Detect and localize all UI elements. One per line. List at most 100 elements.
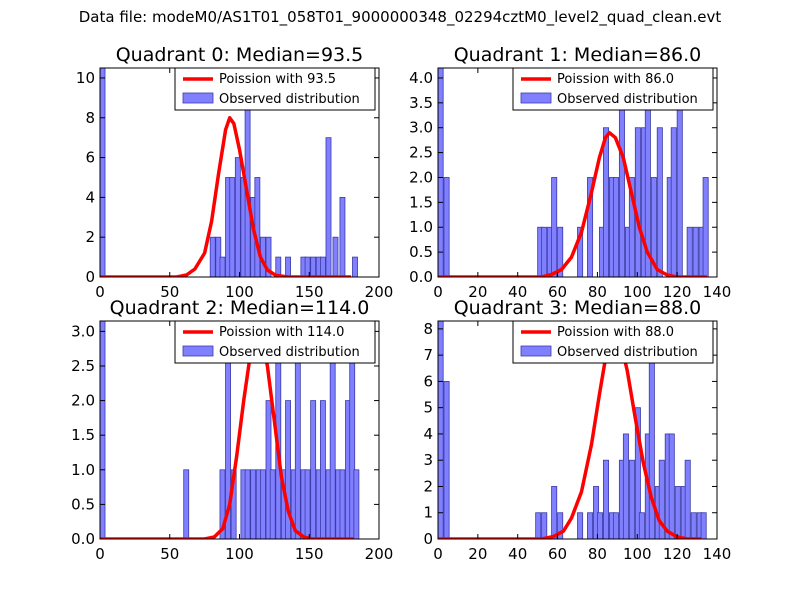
subplot-0: 0 50 100 150 200 0 2 4 6 8 10 Quadrant 0: Median=93… [76, 44, 393, 301]
subplot-3: 0 20 40 60 80 100 120 140 0 1 2 3 4 5 6 7 8 Quadrant 3: M… [423, 297, 731, 563]
y-tick-label: 4 [85, 188, 95, 206]
histogram-bar [650, 177, 657, 277]
poisson-curve [438, 130, 707, 277]
histogram-bar [269, 469, 276, 539]
y-tick-label: 6 [85, 149, 95, 167]
legend-label-observed: Observed distribution [219, 92, 360, 107]
histogram-bar [684, 459, 691, 539]
y-tick-label: 3.0 [409, 119, 433, 137]
histogram-bar [250, 469, 257, 539]
y-tick-label: 1.0 [409, 218, 433, 236]
y-tick-label: 3.0 [71, 322, 95, 340]
histogram-bar [320, 400, 326, 539]
y-tick-label: 1.5 [409, 193, 433, 211]
legend-label-observed: Observed distribution [219, 345, 360, 360]
histogram-bar [628, 177, 635, 277]
histogram-bar [622, 433, 629, 539]
y-tick-label: 2.0 [71, 392, 95, 410]
y-tick-label: 6 [423, 372, 433, 390]
x-tick-label: 140 [703, 545, 732, 563]
histogram-bar [310, 256, 317, 277]
x-tick-label: 0 [95, 545, 105, 563]
histogram-bar [209, 236, 216, 277]
legend-bar-swatch [520, 345, 552, 357]
y-tick-label: 3 [423, 451, 433, 469]
y-tick-label: 0 [85, 268, 95, 286]
legend: Poission with 93.5 Observed distribution [174, 67, 376, 111]
y-tick-label: 0.5 [409, 243, 433, 261]
histogram-bar [597, 512, 604, 539]
y-tick-label: 3.5 [409, 94, 433, 112]
histogram-bar [260, 469, 266, 539]
x-tick-label: 120 [663, 545, 692, 563]
y-tick-label: 1.0 [71, 461, 95, 479]
legend-bar-swatch [520, 92, 552, 104]
subplot-title: Quadrant 0: Median=93.5 [116, 44, 364, 66]
subplot-title: Quadrant 3: Median=88.0 [454, 297, 702, 319]
histogram-bar [603, 459, 609, 539]
x-tick-label: 120 [663, 283, 692, 301]
legend-label-poisson: Poission with 86.0 [557, 72, 674, 87]
y-tick-label: 2.0 [409, 168, 433, 186]
legend: Poission with 88.0 Observed distribution [512, 320, 714, 364]
histogram-bar [541, 512, 548, 539]
x-tick-label: 60 [548, 545, 567, 563]
x-tick-label: 40 [508, 283, 527, 301]
histogram-bar [612, 177, 619, 277]
y-tick-label: 7 [423, 346, 433, 364]
legend-label-poisson: Poission with 93.5 [219, 72, 336, 87]
y-tick-label: 8 [423, 320, 433, 338]
histogram-bar [674, 486, 681, 539]
histogram-bar [304, 256, 311, 277]
histogram-bar [587, 177, 594, 277]
histogram-bar [219, 256, 226, 277]
plot-area [100, 321, 360, 539]
x-tick-label: 150 [295, 545, 324, 563]
x-tick-label: 60 [548, 283, 567, 301]
histogram-bar [275, 256, 282, 277]
histogram-bar [551, 177, 558, 277]
y-tick-label: 2.5 [409, 144, 433, 162]
figure-suptitle: Data file: modeM0/AS1T01_058T01_90000003… [78, 8, 722, 26]
x-tick-label: 80 [588, 283, 607, 301]
legend: Poission with 114.0 Observed distribution [174, 320, 376, 364]
histogram-bar [656, 127, 663, 277]
histogram-bar [577, 512, 584, 539]
x-tick-label: 100 [225, 283, 254, 301]
x-tick-label: 100 [225, 545, 254, 563]
x-tick-label: 0 [433, 545, 443, 563]
x-tick-label: 80 [588, 545, 607, 563]
x-tick-label: 200 [365, 283, 394, 301]
histogram-bar [557, 226, 564, 277]
histogram-bar [229, 177, 236, 277]
histogram-bar [541, 226, 548, 277]
x-tick-label: 40 [508, 545, 527, 563]
x-tick-label: 200 [365, 545, 394, 563]
x-tick-label: 140 [703, 283, 732, 301]
histogram-bar [339, 196, 346, 277]
histogram-bar [100, 321, 106, 539]
legend-bar-swatch [182, 345, 214, 357]
histogram-bar [438, 68, 444, 277]
x-tick-label: 0 [433, 283, 443, 301]
histogram-bar [443, 177, 450, 277]
x-tick-label: 150 [295, 283, 324, 301]
y-tick-label: 1 [423, 504, 433, 522]
histogram-bar [339, 469, 346, 539]
histogram-bar [551, 486, 558, 539]
histogram-bar [443, 381, 450, 539]
subplot-1: 0 20 40 60 80 100 120 140 0.0 0.5 1.0 1.5 2.0 2.5 3.0 3… [409, 44, 731, 301]
histogram-bar [612, 512, 619, 539]
x-tick-label: 100 [623, 545, 652, 563]
histogram-bar [634, 407, 641, 539]
histogram-bar [638, 512, 645, 539]
subplot-title: Quadrant 2: Median=114.0 [110, 297, 370, 319]
x-tick-label: 20 [468, 283, 487, 301]
x-tick-label: 50 [160, 283, 179, 301]
subplot-title: Quadrant 1: Median=86.0 [454, 44, 702, 66]
y-tick-label: 2.5 [71, 357, 95, 375]
legend-label-observed: Observed distribution [557, 345, 698, 360]
histogram-bar [244, 469, 251, 539]
histogram-bar [304, 469, 311, 539]
